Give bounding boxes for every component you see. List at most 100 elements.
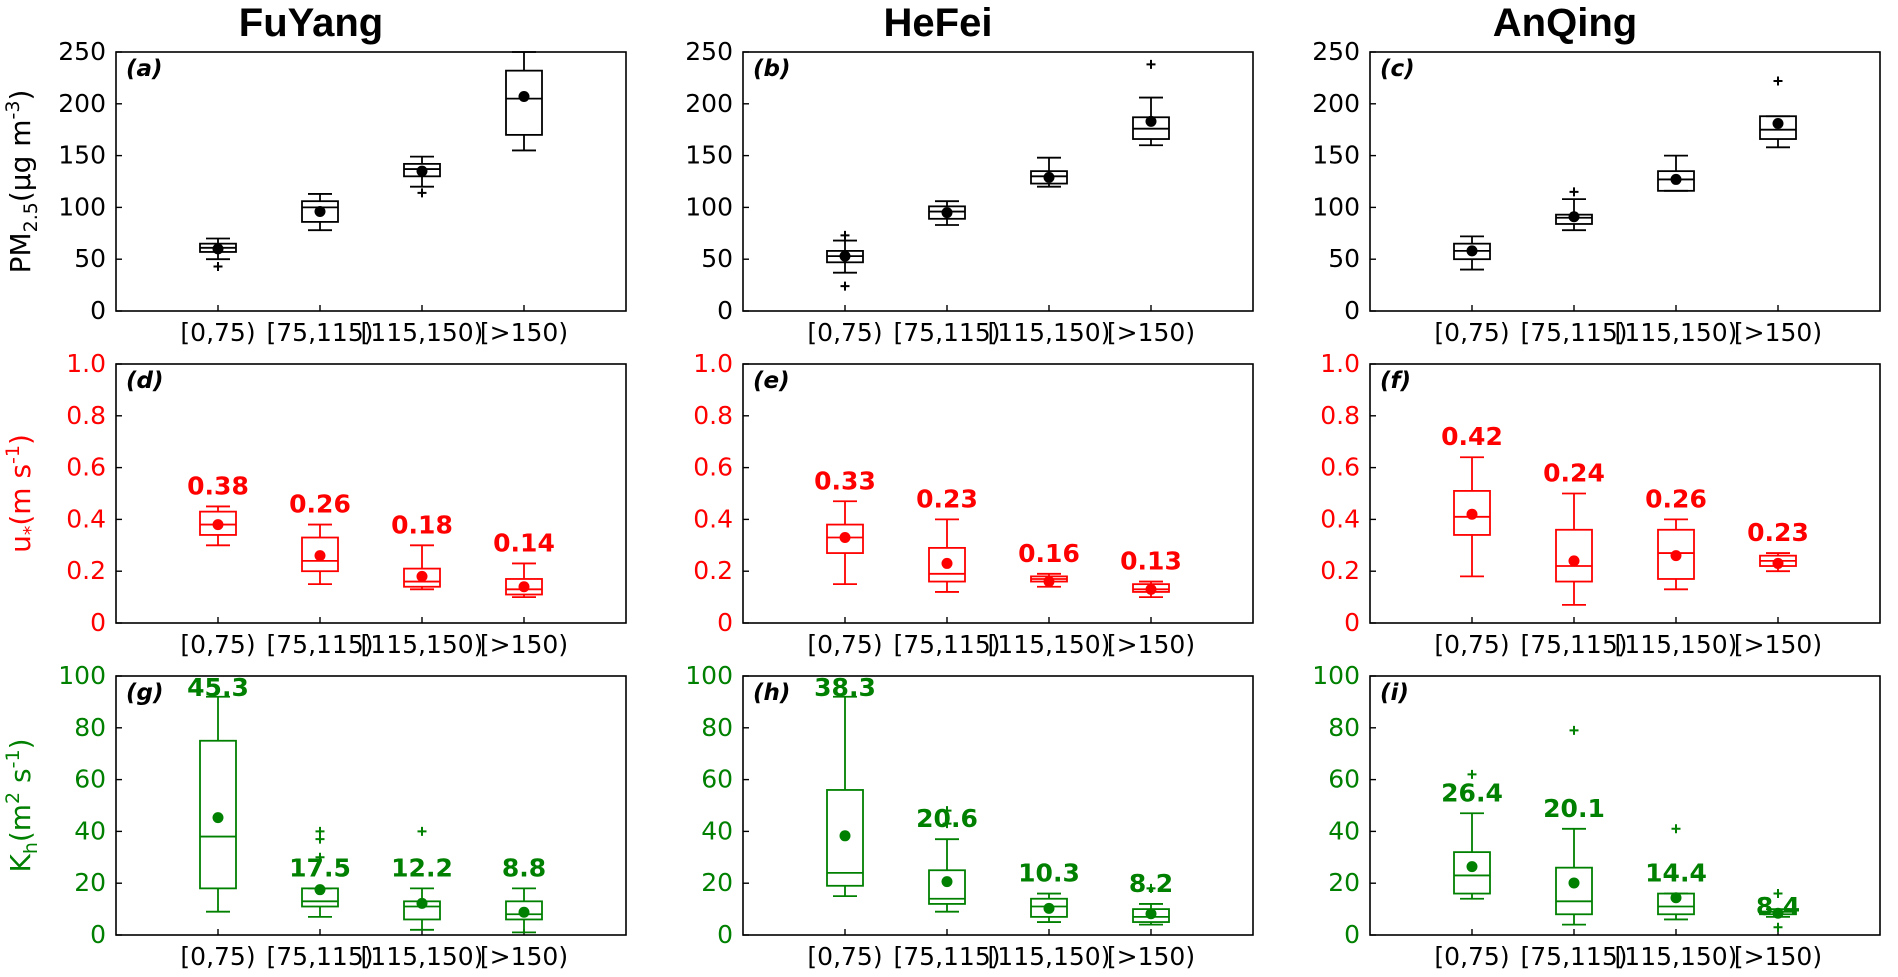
box-iqr: [301, 536, 339, 573]
mean-value-label: 0.33: [814, 466, 876, 495]
box-3: [1132, 59, 1170, 147]
x-tick-label: [0,75): [180, 630, 255, 659]
y-tick-label: 40: [74, 816, 106, 845]
y-tick-label: 60: [74, 765, 106, 794]
x-tick-label: [0,75): [180, 318, 255, 347]
mean-value-label: 12.2: [391, 853, 453, 882]
flier-marker: [1569, 725, 1579, 735]
x-tick-label: [75,115): [267, 630, 374, 659]
box-2: 0.26: [1645, 484, 1707, 591]
box-0: 0.42: [1441, 422, 1503, 578]
panel-d: 0 0.2 0.4 0.6 0.8 1.0 [0,75) [75,115)[115,150)[…: [66, 349, 627, 659]
box-3: 0.23: [1747, 518, 1809, 573]
y-tick-label: 1.0: [693, 349, 733, 378]
box-iqr: [826, 523, 864, 554]
mean-value-label: 0.13: [1120, 547, 1182, 576]
x-tick-label: [75,115): [894, 630, 1001, 659]
y-tick-label: 80: [1328, 713, 1360, 742]
mean-value-label: 14.4: [1645, 859, 1707, 888]
box-iqr: [1657, 528, 1695, 580]
mean-marker: [1772, 117, 1784, 129]
box-iqr: [1657, 170, 1695, 192]
panel-label: (e): [753, 368, 790, 394]
y-tick-label: 100: [58, 661, 106, 690]
column-title-hefei: HeFei: [884, 1, 993, 45]
panel-g: 0 20 40 60 80 100 [0,75) [75,115)[115,150)[>150…: [58, 661, 627, 971]
box-iqr: [505, 69, 543, 136]
x-tick-label: [>150): [1734, 630, 1822, 659]
y-tick-label: 100: [685, 192, 733, 221]
y-tick-label: 200: [58, 89, 106, 118]
box-0: 45.3: [187, 673, 249, 913]
mean-marker: [212, 519, 224, 531]
y-tick-label: 50: [74, 244, 106, 273]
box-1: 20.6: [916, 804, 978, 913]
x-tick-label: [75,115): [1521, 630, 1628, 659]
y-tick-label: 100: [1312, 192, 1360, 221]
x-tick-label: [>150): [1107, 630, 1195, 659]
mean-value-label: 0.16: [1018, 539, 1080, 568]
box-1: [301, 193, 339, 232]
box-iqr: [928, 546, 966, 583]
x-tick-label: [75,115): [894, 318, 1001, 347]
y-tick-label: 0.2: [1320, 556, 1360, 585]
x-tick-label: [0,75): [807, 942, 882, 971]
x-tick-label: [>150): [1734, 318, 1822, 347]
y-tick-label: 0.6: [1320, 453, 1360, 482]
x-tick-label: [0,75): [807, 630, 882, 659]
x-tick-label: [115,150): [988, 318, 1111, 347]
axes-frame: [115, 363, 627, 624]
flier-marker: [1773, 889, 1783, 899]
y-tick-label: 40: [701, 816, 733, 845]
mean-marker: [314, 206, 326, 218]
box-2: 12.2: [391, 826, 453, 931]
y-tick-label: 0.8: [693, 401, 733, 430]
box-0: 0.33: [814, 466, 876, 586]
box-iqr: [1453, 851, 1491, 895]
mean-marker: [1568, 555, 1580, 567]
x-tick-label: [0,75): [180, 942, 255, 971]
mean-value-label: 17.5: [289, 853, 351, 882]
flier-marker: [1773, 922, 1783, 932]
box-0: 0.38: [187, 471, 249, 547]
mean-marker: [1670, 173, 1682, 185]
y-tick-label: 0.2: [693, 556, 733, 585]
box-0: [199, 237, 237, 271]
x-tick-label: [115,150): [988, 942, 1111, 971]
mean-marker: [1043, 902, 1055, 914]
mean-marker: [941, 207, 953, 219]
mean-value-label: 8.4: [1756, 892, 1800, 921]
flier-marker: [417, 826, 427, 836]
flier-marker: [840, 281, 850, 291]
axes-frame: [1369, 363, 1881, 624]
x-tick-label: [115,150): [988, 630, 1111, 659]
y-tick-label: 1.0: [66, 349, 106, 378]
box-iqr: [505, 900, 543, 921]
mean-value-label: 0.18: [391, 510, 453, 539]
box-iqr: [1030, 897, 1068, 918]
y-tick-label: 0.4: [66, 504, 106, 533]
mean-marker: [1568, 211, 1580, 223]
flier-marker: [1569, 187, 1579, 197]
y-tick-label: 200: [685, 89, 733, 118]
column-titles: FuYang HeFei AnQing: [239, 1, 1637, 45]
mean-marker: [518, 906, 530, 918]
panel-label: (d): [126, 368, 164, 394]
mean-value-label: 38.3: [814, 673, 876, 702]
y-tick-label: 0: [90, 920, 106, 949]
y-axis-label-kh: Kh(m2 s-1): [2, 738, 42, 872]
flier-marker: [213, 261, 223, 271]
flier-marker: [840, 230, 850, 240]
y-tick-label: 100: [1312, 661, 1360, 690]
y-tick-label: 0: [717, 296, 733, 325]
y-tick-label: 40: [1328, 816, 1360, 845]
y-tick-label: 250: [685, 37, 733, 66]
mean-value-label: 26.4: [1441, 778, 1503, 807]
mean-value-label: 0.38: [187, 471, 249, 500]
panel-h: 0 20 40 60 80 100 [0,75) [75,115)[115,150)[>150…: [685, 661, 1254, 971]
mean-marker: [1772, 557, 1784, 569]
mean-value-label: 20.1: [1543, 794, 1605, 823]
y-tick-label: 250: [58, 37, 106, 66]
panel-label: (f): [1380, 368, 1411, 394]
mean-value-label: 8.8: [502, 853, 546, 882]
